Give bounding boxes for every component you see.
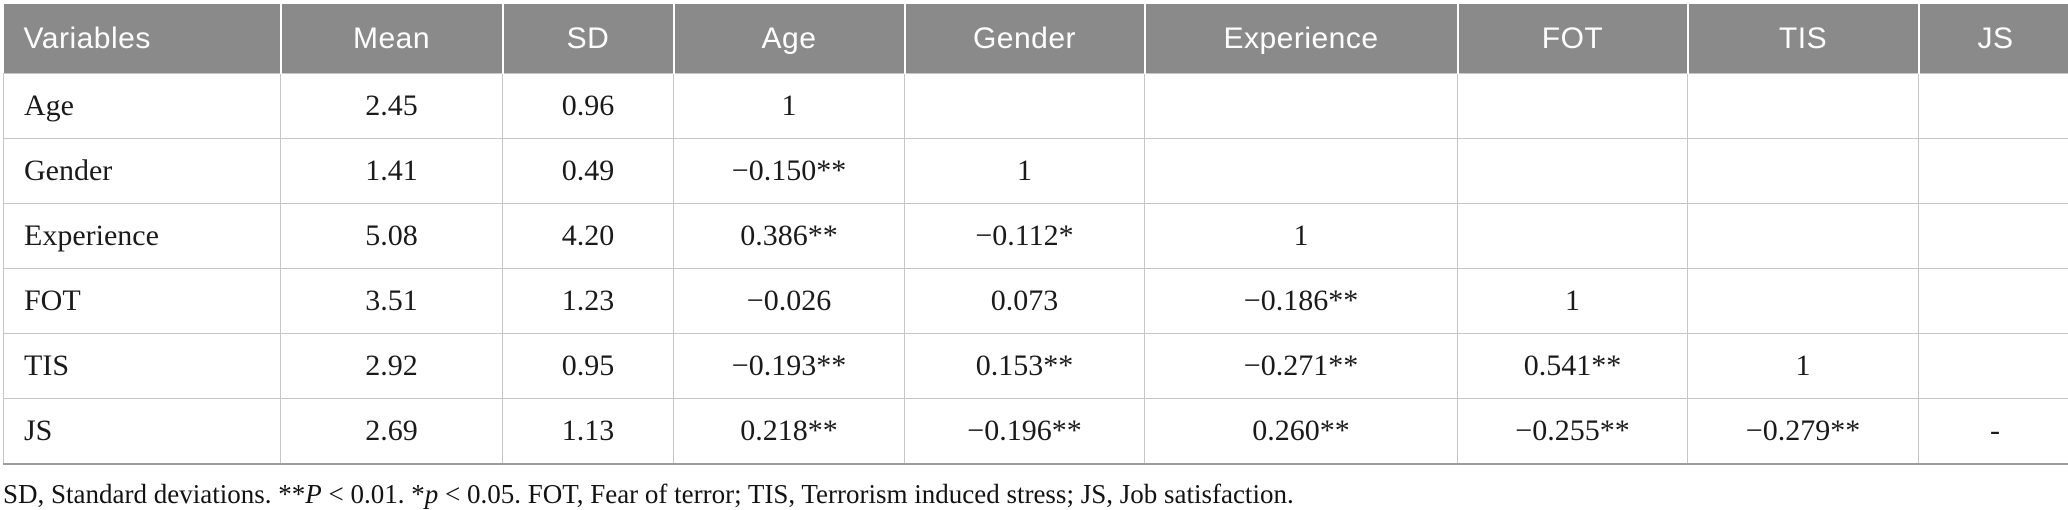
column-header-experience: Experience <box>1145 4 1458 74</box>
cell: 5.08 <box>281 204 503 269</box>
cell <box>1458 204 1688 269</box>
footnote-italic-p-lower: p <box>425 479 439 509</box>
cell <box>1919 74 2068 139</box>
cell: −0.196** <box>905 399 1145 465</box>
row-label-tis: TIS <box>4 334 281 399</box>
cell: 0.260** <box>1145 399 1458 465</box>
cell: 1 <box>905 139 1145 204</box>
cell: −0.255** <box>1458 399 1688 465</box>
cell: 2.92 <box>281 334 503 399</box>
cell <box>905 74 1145 139</box>
table-row-fot: FOT 3.51 1.23 −0.026 0.073 −0.186** 1 <box>4 269 2068 334</box>
cell: −0.193** <box>674 334 905 399</box>
cell <box>1688 74 1919 139</box>
cell: 1.41 <box>281 139 503 204</box>
column-header-age: Age <box>674 4 905 74</box>
cell <box>1688 204 1919 269</box>
footnote-text: < 0.05. FOT, Fear of terror; TIS, Terror… <box>438 479 1293 509</box>
cell: −0.186** <box>1145 269 1458 334</box>
table-row-age: Age 2.45 0.96 1 <box>4 74 2068 139</box>
cell: 1 <box>1688 334 1919 399</box>
cell: 2.45 <box>281 74 503 139</box>
correlation-table: Variables Mean SD Age Gender Experience … <box>3 4 2068 465</box>
footnote-text: SD, Standard deviations. ** <box>3 479 305 509</box>
cell: 0.96 <box>503 74 674 139</box>
column-header-gender: Gender <box>905 4 1145 74</box>
cell: 0.95 <box>503 334 674 399</box>
cell: −0.279** <box>1688 399 1919 465</box>
column-header-tis: TIS <box>1688 4 1919 74</box>
cell: 0.541** <box>1458 334 1688 399</box>
table-footnote: SD, Standard deviations. **P < 0.01. *p … <box>3 478 2065 510</box>
cell: 4.20 <box>503 204 674 269</box>
cell: 2.69 <box>281 399 503 465</box>
table-row-gender: Gender 1.41 0.49 −0.150** 1 <box>4 139 2068 204</box>
column-header-js: JS <box>1919 4 2068 74</box>
cell: 1 <box>1145 204 1458 269</box>
cell: −0.112* <box>905 204 1145 269</box>
cell <box>1145 74 1458 139</box>
row-label-fot: FOT <box>4 269 281 334</box>
cell <box>1458 139 1688 204</box>
row-label-gender: Gender <box>4 139 281 204</box>
cell: 0.073 <box>905 269 1145 334</box>
row-label-js: JS <box>4 399 281 465</box>
cell <box>1919 204 2068 269</box>
cell: 0.153** <box>905 334 1145 399</box>
row-label-experience: Experience <box>4 204 281 269</box>
cell <box>1145 139 1458 204</box>
table-row-tis: TIS 2.92 0.95 −0.193** 0.153** −0.271** … <box>4 334 2068 399</box>
cell <box>1919 269 2068 334</box>
column-header-fot: FOT <box>1458 4 1688 74</box>
cell: 3.51 <box>281 269 503 334</box>
cell <box>1688 269 1919 334</box>
cell: −0.026 <box>674 269 905 334</box>
cell: 0.218** <box>674 399 905 465</box>
cell: 1 <box>674 74 905 139</box>
column-header-sd: SD <box>503 4 674 74</box>
cell: 1 <box>1458 269 1688 334</box>
table-row-js: JS 2.69 1.13 0.218** −0.196** 0.260** −0… <box>4 399 2068 465</box>
cell: 0.49 <box>503 139 674 204</box>
column-header-variables: Variables <box>4 4 281 74</box>
footnote-text: < 0.01. * <box>322 479 425 509</box>
footnote-italic-p-upper: P <box>305 479 322 509</box>
cell: 1.13 <box>503 399 674 465</box>
header-row: Variables Mean SD Age Gender Experience … <box>4 4 2068 74</box>
cell <box>1919 139 2068 204</box>
cell <box>1688 139 1919 204</box>
cell: −0.271** <box>1145 334 1458 399</box>
cell: −0.150** <box>674 139 905 204</box>
cell <box>1919 334 2068 399</box>
cell <box>1458 74 1688 139</box>
cell: 1.23 <box>503 269 674 334</box>
column-header-mean: Mean <box>281 4 503 74</box>
cell: - <box>1919 399 2068 465</box>
row-label-age: Age <box>4 74 281 139</box>
table-row-experience: Experience 5.08 4.20 0.386** −0.112* 1 <box>4 204 2068 269</box>
cell: 0.386** <box>674 204 905 269</box>
